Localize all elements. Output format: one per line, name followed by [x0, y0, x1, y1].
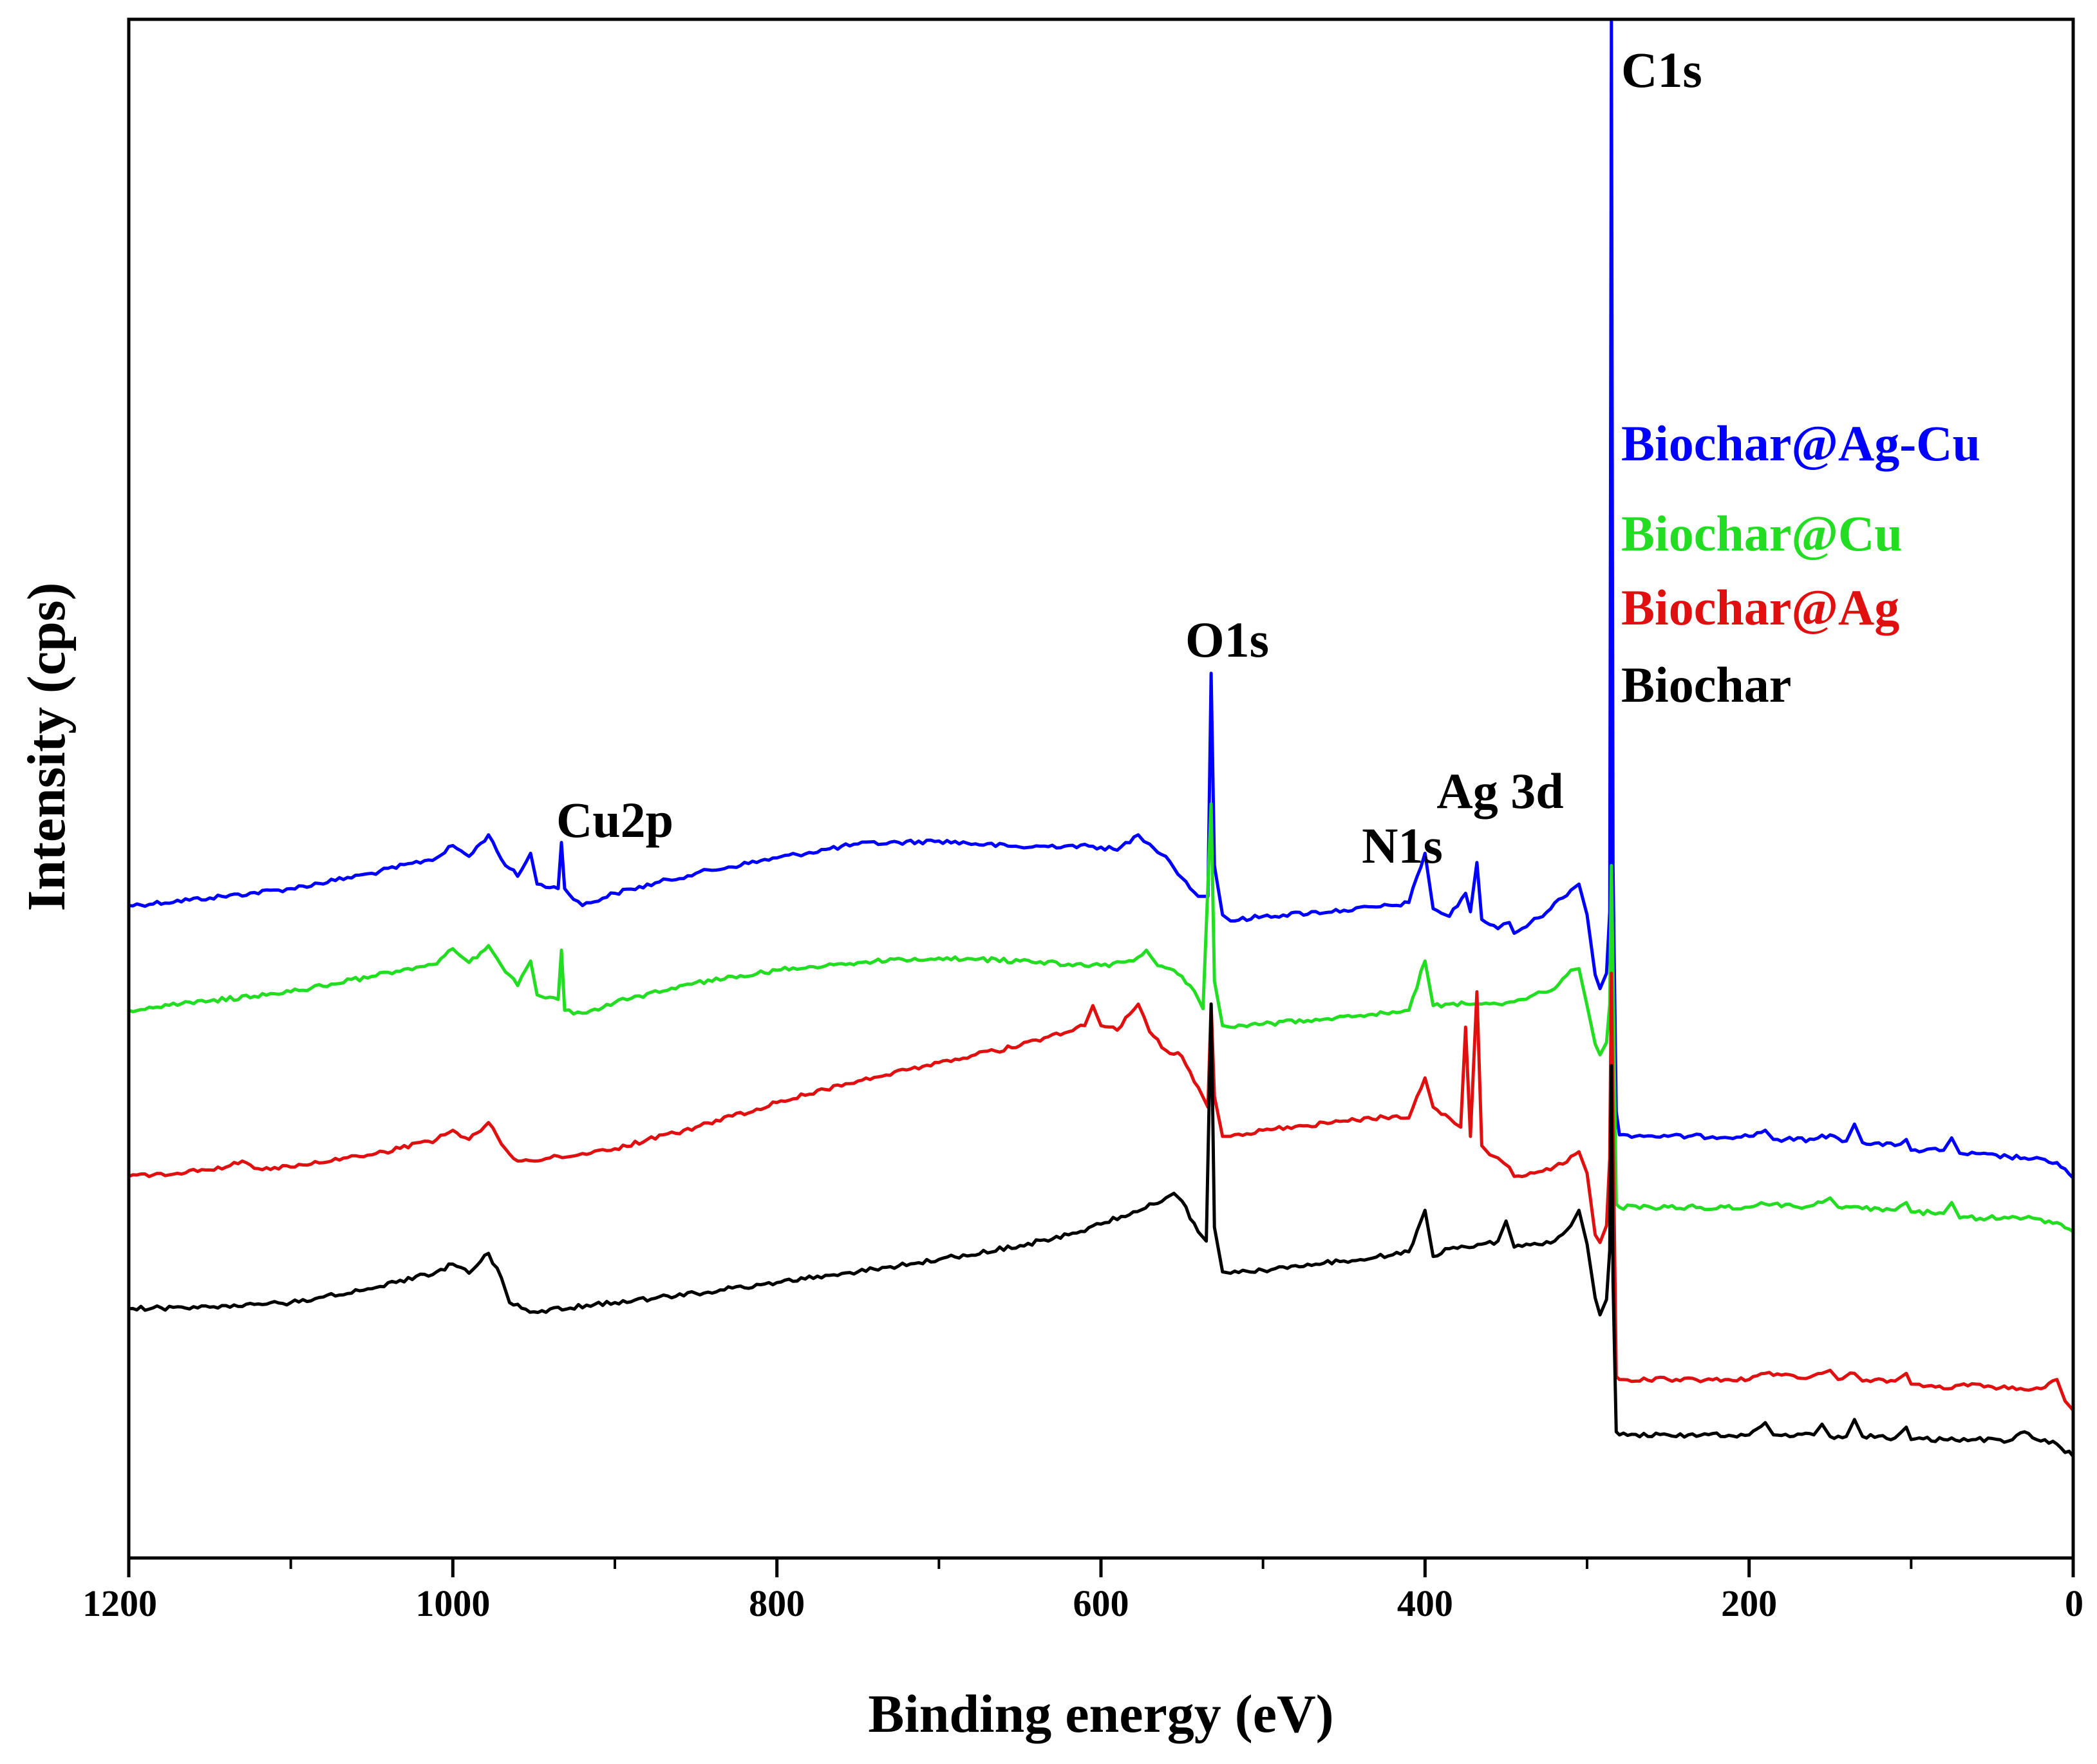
x-tick-label-400: 400: [1397, 1582, 1453, 1624]
y-axis-title: Intensity (cps): [17, 582, 77, 911]
series-line-1: [128, 17, 2074, 1179]
x-axis: 1200 1000 800 600 400 200 0: [82, 1558, 2083, 1624]
legend-entry-2: Biochar@Cu: [1621, 505, 1903, 561]
x-axis-title: Binding energy (eV): [868, 1684, 1333, 1744]
x-tick-label-200: 200: [1721, 1582, 1777, 1624]
series-line-4: [128, 1002, 2074, 1458]
legend-entry-3: Biochar@Ag: [1621, 579, 1899, 635]
legend: Biochar@Ag-Cu Biochar@Cu Biochar@Ag Biochar: [1621, 415, 1980, 713]
peak-label-3: Ag 3d: [1436, 763, 1563, 819]
x-tick-label-600: 600: [1073, 1582, 1129, 1624]
peak-label-4: N1s: [1362, 818, 1443, 874]
series-line-2: [128, 802, 2074, 1234]
plot-frame: [127, 17, 2075, 1560]
series-line-3: [128, 971, 2074, 1412]
plot-area: [128, 17, 2074, 1458]
x-tick-label-1000: 1000: [415, 1582, 490, 1624]
legend-entry-4: Biochar: [1621, 657, 1791, 713]
x-tick-label-800: 800: [749, 1582, 805, 1624]
peak-label-1: C1s: [1621, 42, 1702, 98]
peak-label-5: Cu2p: [556, 792, 673, 848]
peak-label-2: O1s: [1185, 612, 1269, 668]
legend-entry-1: Biochar@Ag-Cu: [1621, 415, 1980, 471]
x-tick-label-1200: 1200: [82, 1582, 157, 1624]
x-tick-label-0: 0: [2065, 1582, 2083, 1624]
